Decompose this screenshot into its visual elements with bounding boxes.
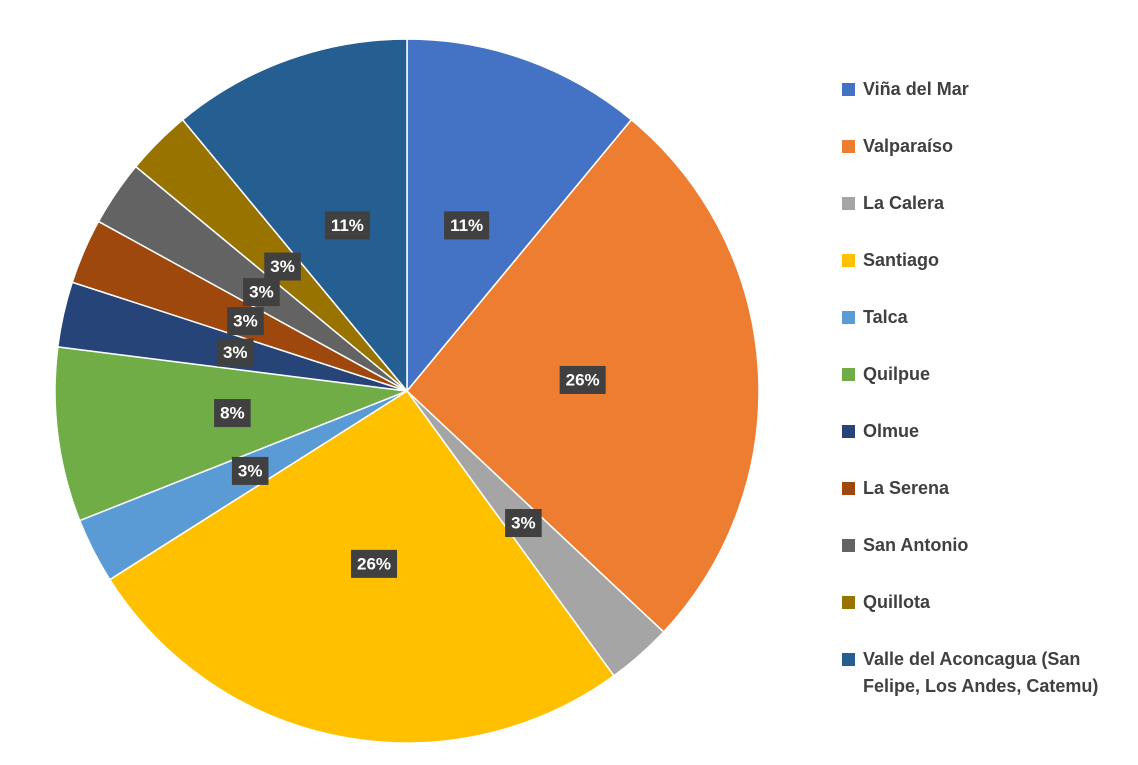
legend-label: Talca bbox=[863, 307, 908, 327]
data-label-box bbox=[559, 365, 606, 394]
legend-swatch bbox=[842, 140, 855, 153]
legend-swatch bbox=[842, 482, 855, 495]
data-label: 3% bbox=[505, 509, 542, 538]
legend-label: La Calera bbox=[863, 193, 945, 213]
data-label-box bbox=[216, 338, 254, 367]
data-label-box bbox=[214, 399, 251, 428]
legend-swatch bbox=[842, 254, 855, 267]
data-label-text: 3% bbox=[233, 312, 258, 331]
legend-swatch bbox=[842, 425, 855, 438]
data-label-text: 11% bbox=[450, 216, 483, 235]
legend-item: San Antonio bbox=[836, 532, 1136, 589]
data-label: 3% bbox=[227, 307, 264, 336]
legend-item: Santiago bbox=[836, 247, 1136, 304]
data-label-text: 26% bbox=[357, 554, 391, 573]
legend-item: Talca bbox=[836, 304, 1136, 361]
legend-swatch bbox=[842, 311, 855, 324]
data-label-text: 11% bbox=[331, 216, 364, 235]
pie-slice bbox=[54, 346, 408, 522]
data-label-box bbox=[227, 307, 264, 336]
data-label-box bbox=[231, 456, 269, 485]
data-label-text: 3% bbox=[223, 343, 248, 362]
legend-label: Viña del Mar bbox=[863, 79, 969, 99]
data-label: 3% bbox=[216, 338, 254, 367]
data-label-box bbox=[264, 252, 301, 281]
legend-label: San Antonio bbox=[863, 535, 969, 555]
legend-swatch bbox=[842, 368, 855, 381]
data-label: 3% bbox=[243, 278, 280, 307]
data-label-text: 8% bbox=[220, 404, 245, 423]
legend-item: La Serena bbox=[836, 475, 1136, 532]
legend-swatch bbox=[842, 596, 855, 609]
data-label-box bbox=[444, 211, 490, 240]
legend-item: Quilpue bbox=[836, 361, 1136, 418]
pie: 11% 26% 3% 26% 3% 8% 3% 3% 3% 3% 11% bbox=[54, 38, 760, 744]
pie-slice bbox=[406, 38, 633, 394]
data-label: 8% bbox=[214, 399, 251, 428]
legend: Viña del Mar Valparaíso La Calera Santiago T… bbox=[836, 76, 1136, 703]
data-label-box bbox=[351, 549, 398, 578]
legend-swatch bbox=[842, 539, 855, 552]
data-label-box bbox=[324, 211, 370, 240]
data-label-box bbox=[505, 509, 542, 538]
legend-label: Santiago bbox=[863, 250, 940, 270]
legend-swatch bbox=[842, 653, 855, 666]
data-label: 11% bbox=[324, 211, 370, 240]
data-label-text: 3% bbox=[249, 283, 274, 302]
legend-item: Olmue bbox=[836, 418, 1136, 475]
data-label: 26% bbox=[351, 549, 398, 578]
legend-label: Quillota bbox=[863, 592, 930, 612]
data-label-text: 26% bbox=[566, 370, 600, 389]
legend-label: Quilpue bbox=[863, 364, 930, 384]
data-label: 3% bbox=[231, 456, 269, 485]
legend-item: Quillota bbox=[836, 589, 1136, 646]
pie-slice bbox=[181, 38, 408, 394]
legend-item: La Calera bbox=[836, 190, 1136, 247]
legend-item: Viña del Mar bbox=[836, 76, 1136, 133]
data-label-text: 3% bbox=[511, 514, 536, 533]
legend-item: Valparaíso bbox=[836, 133, 1136, 190]
legend-label: Valle del Aconcagua (San Felipe, Los And… bbox=[863, 649, 1099, 696]
data-label: 11% bbox=[444, 211, 490, 240]
data-label: 26% bbox=[559, 365, 606, 394]
legend-label: Olmue bbox=[863, 421, 920, 441]
legend-item: Valle del Aconcagua (San Felipe, Los And… bbox=[836, 646, 1136, 703]
legend-label: Valparaíso bbox=[863, 136, 954, 156]
data-label-text: 3% bbox=[238, 461, 263, 480]
data-label: 3% bbox=[264, 252, 301, 281]
legend-swatch bbox=[842, 197, 855, 210]
legend-label: La Serena bbox=[863, 478, 950, 498]
data-label-box bbox=[243, 278, 280, 307]
data-label-text: 3% bbox=[270, 257, 295, 276]
legend-swatch bbox=[842, 83, 855, 96]
